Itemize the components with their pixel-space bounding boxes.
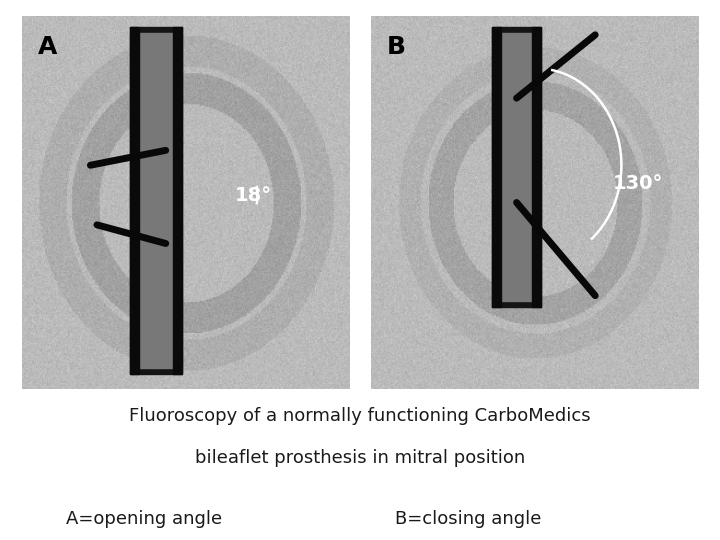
Bar bbox=[138, 33, 174, 368]
Bar bbox=[130, 28, 182, 374]
Bar bbox=[492, 28, 541, 307]
Text: B=closing angle: B=closing angle bbox=[395, 510, 541, 528]
Text: A: A bbox=[38, 35, 58, 59]
Text: 130°: 130° bbox=[613, 174, 664, 193]
Text: bileaflet prosthesis in mitral position: bileaflet prosthesis in mitral position bbox=[195, 449, 525, 467]
Text: B: B bbox=[387, 35, 406, 59]
Text: A=opening angle: A=opening angle bbox=[66, 510, 222, 528]
Text: 18°: 18° bbox=[235, 186, 271, 205]
Bar bbox=[492, 28, 501, 307]
Bar bbox=[532, 28, 541, 307]
Text: Fluoroscopy of a normally functioning CarboMedics: Fluoroscopy of a normally functioning Ca… bbox=[129, 407, 591, 425]
Bar bbox=[173, 28, 182, 374]
Bar bbox=[130, 28, 139, 374]
Bar bbox=[500, 33, 533, 301]
